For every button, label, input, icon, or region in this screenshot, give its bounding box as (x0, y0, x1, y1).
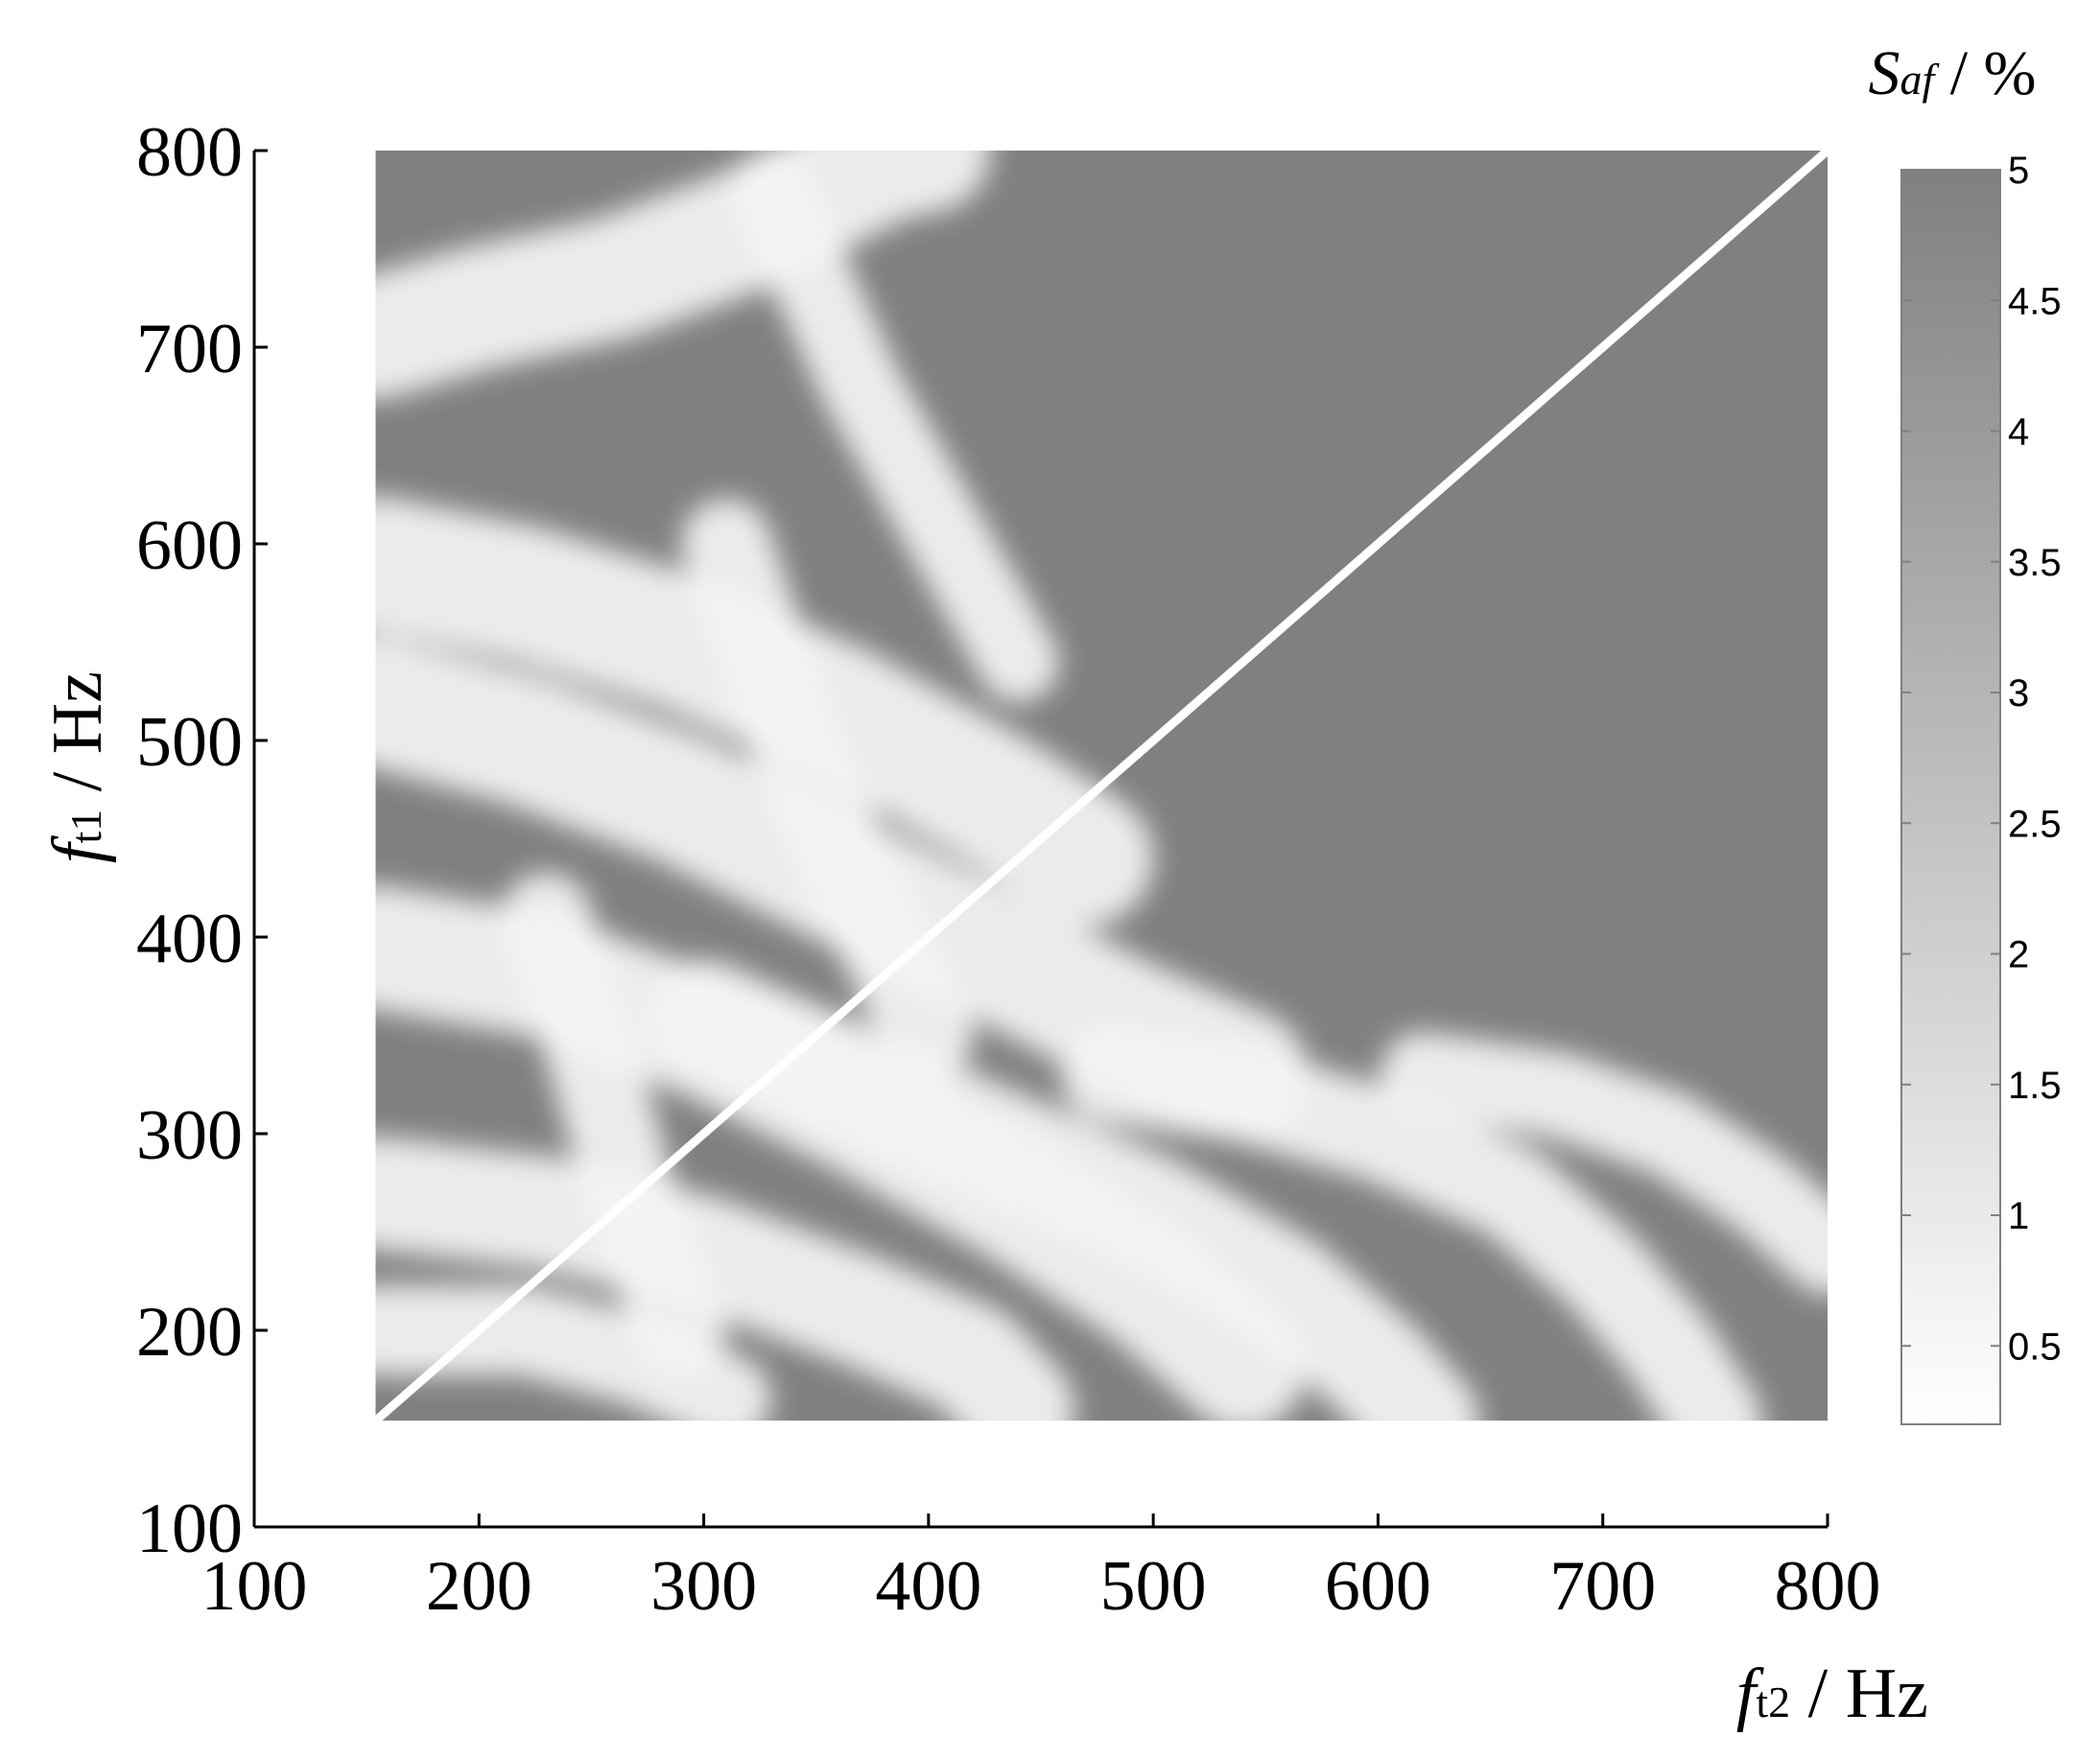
colorbar-tick-label: 1 (2008, 1195, 2029, 1237)
x-tick-label: 200 (426, 1547, 532, 1626)
heatmap-area (375, 151, 1828, 1421)
heatmap-band-8 (1061, 1027, 1763, 1421)
colorbar-tick-label: 0.5 (2008, 1326, 2062, 1368)
y-tick-label: 200 (136, 1293, 243, 1372)
y-axis-title: ft1 / Hz (38, 671, 117, 863)
colorbar-tick-label: 4.5 (2008, 280, 2062, 322)
y-tick-label: 700 (136, 310, 243, 388)
x-tick-label: 100 (201, 1547, 308, 1626)
axes: 100 200 300 400 500 600 700 800 100 200 300 400 500… (136, 113, 1881, 1626)
heatmap-band-6 (375, 1285, 771, 1421)
x-tick-label: 500 (1100, 1547, 1207, 1626)
y-tick-label: 400 (136, 900, 243, 978)
colorbar-tick-label: 2.5 (2008, 803, 2062, 845)
y-tick-label: 500 (136, 703, 243, 782)
y-tick-label: 300 (136, 1096, 243, 1175)
y-tick-label: 100 (136, 1490, 243, 1568)
x-tick-label: 300 (650, 1547, 757, 1626)
colorbar-tick-label: 1.5 (2008, 1065, 2062, 1107)
heatmap-band-7 (648, 959, 1479, 1421)
x-tick-label: 400 (875, 1547, 981, 1626)
y-tick-label: 800 (136, 113, 243, 192)
x-tick-label: 600 (1325, 1547, 1431, 1626)
heatmap-band-12 (730, 151, 1059, 703)
colorbar-tick-label: 3 (2008, 672, 2029, 715)
colorbar-tick-label: 4 (2008, 411, 2029, 454)
colorbar-tick-label: 2 (2008, 934, 2029, 976)
x-tick-label: 800 (1775, 1547, 1881, 1626)
heatmap-band-1 (375, 151, 991, 400)
heatmap-band-10 (501, 872, 726, 1375)
colorbar-title: Saf / % (1868, 38, 2036, 108)
colorbar-gradient (1900, 169, 2001, 1425)
x-axis-title: ft2 / Hz (1736, 1654, 1928, 1733)
diagonal-line (375, 151, 1828, 1421)
y-tick-label: 600 (136, 506, 243, 585)
colorbar: 0.5 1 1.5 2 2.5 3 3.5 4 4.5 5 Saf / % (1868, 38, 2062, 1425)
colorbar-tick-label: 3.5 (2008, 542, 2062, 584)
x-tick-label: 700 (1549, 1547, 1656, 1626)
heatmap-band-9 (1380, 1032, 1828, 1295)
colorbar-tick-label: 5 (2008, 150, 2029, 192)
heatmap-band-5 (375, 1136, 1075, 1421)
